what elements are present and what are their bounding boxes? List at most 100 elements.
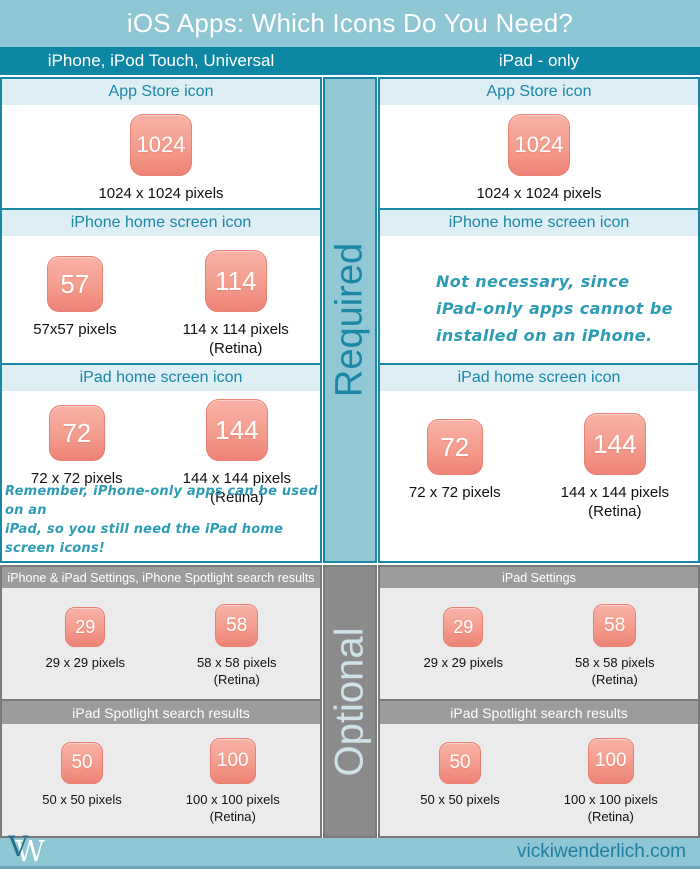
cell-left-appstore: App Store icon 1024 1024 x 1024 pixels <box>2 79 320 208</box>
cell-right-spotlight: iPad Spotlight search results 50 50 x 50… <box>380 699 698 836</box>
icon-size-number: 100 <box>216 750 249 771</box>
handwritten-note: Remember, iPhone-only apps can be used o… <box>5 482 320 558</box>
note-line: Remember, iPhone-only apps can be used o… <box>5 484 318 518</box>
cell-header: iPad home screen icon <box>380 365 698 391</box>
page-title: iOS Apps: Which Icons Do You Need? <box>126 8 574 38</box>
icon-size-label: 114 x 114 pixels <box>182 321 289 338</box>
icon-size-number: 58 <box>604 614 626 636</box>
left-optional-group: iPhone & iPad Settings, iPhone Spotlight… <box>0 565 322 838</box>
retina-label: (Retina) <box>209 809 256 824</box>
cell-right-ipad-home: iPad home screen icon 72 72 x 72 pixels … <box>380 363 698 561</box>
app-icon-50: 50 <box>61 742 104 784</box>
icon-group: 144 144 x 144 pixels (Retina) <box>561 413 669 521</box>
left-column: App Store icon 1024 1024 x 1024 pixels i… <box>0 77 322 838</box>
note-line: installed on an iPhone. <box>436 326 653 345</box>
cell-header: iPad Spotlight search results <box>2 701 320 724</box>
app-icon-100: 100 <box>209 738 256 784</box>
cell-left-spotlight: iPad Spotlight search results 50 50 x 50… <box>2 699 320 836</box>
icon-size-label: 58 x 58 pixels <box>575 655 655 670</box>
cell-right-iphone-home: iPhone home screen icon Not necessary, s… <box>380 208 698 363</box>
logo-letter-w: W <box>15 834 45 868</box>
note-line: Not necessary, since <box>436 272 630 291</box>
column-header-bar: iPhone, iPod Touch, Universal iPad - onl… <box>0 47 700 75</box>
icon-size-number: 50 <box>71 752 93 773</box>
icon-group: 58 58 x 58 pixels (Retina) <box>575 604 655 688</box>
icon-size-label: 1024 x 1024 pixels <box>98 185 224 202</box>
icon-group: 29 29 x 29 pixels <box>45 607 126 671</box>
note-line: iPad-only apps cannot be <box>436 299 673 318</box>
icon-size-label: 57x57 pixels <box>33 321 117 338</box>
icon-size-number: 100 <box>594 750 627 771</box>
icon-size-number: 1024 <box>514 132 564 157</box>
cell-header: iPhone home screen icon <box>2 210 320 236</box>
left-required-group: App Store icon 1024 1024 x 1024 pixels i… <box>0 77 322 563</box>
cell-right-settings: iPad Settings 29 29 x 29 pixels 58 58 x … <box>380 567 698 699</box>
icon-size-label: 50 x 50 pixels <box>42 792 122 807</box>
retina-label: (Retina) <box>587 809 634 824</box>
footer-bar: W V vickiwenderlich.com <box>0 830 700 869</box>
icon-row: 72 72 x 72 pixels 144 144 x 144 pixels (… <box>31 391 291 561</box>
vw-logo-icon: W V <box>6 830 52 868</box>
right-required-group: App Store icon 1024 1024 x 1024 pixels i… <box>378 77 700 563</box>
cell-body: Not necessary, since iPad-only apps cann… <box>380 236 698 363</box>
icon-row: 1024 1024 x 1024 pixels <box>98 105 224 208</box>
icon-size-number: 29 <box>75 616 96 637</box>
cell-left-iphone-home: iPhone home screen icon 57 57x57 pixels … <box>2 208 320 363</box>
icon-row: 29 29 x 29 pixels 58 58 x 58 pixels (Ret… <box>424 588 655 699</box>
app-icon-29: 29 <box>65 607 106 647</box>
retina-label: (Retina) <box>213 672 260 687</box>
column-header-spacer <box>322 47 378 75</box>
icon-row: 57 57x57 pixels 114 114 x 114 pixels (Re… <box>33 236 289 363</box>
icon-group: 1024 1024 x 1024 pixels <box>98 114 224 203</box>
icon-size-number: 29 <box>453 616 474 637</box>
icon-group: 29 29 x 29 pixels <box>424 607 503 671</box>
app-icon-50: 50 <box>439 742 482 784</box>
app-icon-58: 58 <box>593 604 637 647</box>
note-line: iPad, so you still need the iPad home sc… <box>5 522 284 556</box>
optional-label: Optional <box>327 627 372 776</box>
cell-header: App Store icon <box>2 79 320 105</box>
icon-size-number: 1024 <box>136 132 186 157</box>
app-icon-72: 72 <box>426 419 483 475</box>
required-label: Required <box>328 242 371 398</box>
icon-size-label: 1024 x 1024 pixels <box>476 185 602 202</box>
main-grid: App Store icon 1024 1024 x 1024 pixels i… <box>0 75 700 838</box>
cell-right-appstore: App Store icon 1024 1024 x 1024 pixels <box>380 79 698 208</box>
cell-left-ipad-home: iPad home screen icon 72 72 x 72 pixels … <box>2 363 320 561</box>
retina-label: (Retina) <box>209 340 263 357</box>
retina-label: (Retina) <box>210 489 264 506</box>
cell-body: 1024 1024 x 1024 pixels <box>2 105 320 208</box>
icon-group: 72 72 x 72 pixels <box>409 419 501 502</box>
icon-group: 100 100 x 100 pixels (Retina) <box>186 738 280 825</box>
cell-header: iPhone home screen icon <box>380 210 698 236</box>
app-icon-58: 58 <box>215 604 259 647</box>
icon-size-label: 72 x 72 pixels <box>408 484 501 501</box>
cell-header: iPad home screen icon <box>2 365 320 391</box>
icon-group: 1024 1024 x 1024 pixels <box>476 114 602 203</box>
app-icon-72: 72 <box>48 405 105 461</box>
cell-body: 50 50 x 50 pixels 100 100 x 100 pixels (… <box>380 724 698 836</box>
icon-row: 50 50 x 50 pixels 100 100 x 100 pixels (… <box>42 724 280 836</box>
icon-size-number: 114 <box>214 265 257 296</box>
cell-left-settings: iPhone & iPad Settings, iPhone Spotlight… <box>2 567 320 699</box>
icon-size-label: 58 x 58 pixels <box>197 655 277 670</box>
icon-row: 29 29 x 29 pixels 58 58 x 58 pixels (Ret… <box>46 588 277 699</box>
column-header-right: iPad - only <box>498 51 580 70</box>
column-header-left: iPhone, iPod Touch, Universal <box>47 51 275 70</box>
logo-letter-v: V <box>8 830 29 863</box>
retina-label: (Retina) <box>591 672 638 687</box>
right-optional-group: iPad Settings 29 29 x 29 pixels 58 58 x … <box>378 565 700 838</box>
icon-group: 144 144 x 144 pixels (Retina) <box>183 399 291 507</box>
app-icon-144: 144 <box>205 399 268 461</box>
cell-header: iPad Settings <box>380 567 698 588</box>
icon-size-label: 50 x 50 pixels <box>420 792 500 807</box>
icon-size-number: 144 <box>215 414 259 445</box>
title-bar: iOS Apps: Which Icons Do You Need? <box>0 0 700 47</box>
icon-group: 57 57x57 pixels <box>33 256 117 339</box>
icon-size-label: 100 x 100 pixels <box>563 792 658 807</box>
icon-size-label: 144 x 144 pixels <box>182 470 292 487</box>
optional-band: Optional <box>323 565 377 838</box>
handwritten-note: Not necessary, since iPad-only apps cann… <box>436 268 673 349</box>
icon-size-label: 29 x 29 pixels <box>45 655 126 670</box>
